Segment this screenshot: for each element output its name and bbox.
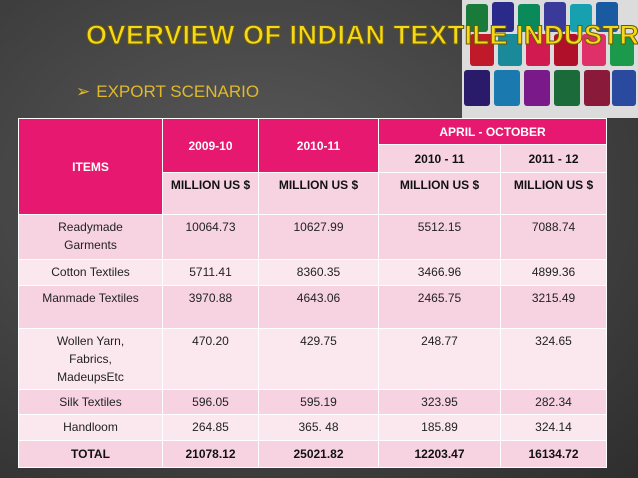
item-cell: Readymade Garments bbox=[18, 214, 163, 260]
value-cell: 10064.73 bbox=[162, 214, 259, 260]
value-cell: 3215.49 bbox=[499, 285, 608, 329]
value-cell: 25021.82 bbox=[258, 440, 379, 468]
value-cell: 4899.36 bbox=[499, 259, 608, 286]
unit-header: MILLION US $ bbox=[378, 172, 501, 215]
table-row: Manmade Textiles 3970.88 4643.06 2465.75 321… bbox=[18, 285, 608, 329]
value-cell: 595.19 bbox=[258, 389, 379, 415]
value-cell: 324.65 bbox=[499, 328, 608, 390]
bullet-item: ➢ EXPORT SCENARIO bbox=[76, 82, 259, 102]
item-cell: Cotton Textiles bbox=[18, 259, 163, 286]
value-cell: 185.89 bbox=[378, 414, 501, 441]
value-cell: 470.20 bbox=[162, 328, 259, 390]
table-row: Handloom 264.85 365. 48 185.89 324.14 bbox=[18, 414, 608, 441]
value-cell: 323.95 bbox=[378, 389, 501, 415]
value-cell: 429.75 bbox=[258, 328, 379, 390]
value-cell: 4643.06 bbox=[258, 285, 379, 329]
value-cell: 2465.75 bbox=[378, 285, 501, 329]
value-cell: 5512.15 bbox=[378, 214, 501, 260]
period-group-header: APRIL - OCTOBER bbox=[377, 118, 608, 145]
value-cell: 21078.12 bbox=[162, 440, 259, 468]
table-row: Silk Textiles 596.05 595.19 323.95 282.34 bbox=[18, 389, 608, 415]
value-cell: 596.05 bbox=[162, 389, 259, 415]
unit-header: MILLION US $ bbox=[258, 172, 379, 215]
value-cell: 3466.96 bbox=[378, 259, 501, 286]
value-cell: 365. 48 bbox=[258, 414, 379, 441]
value-cell: 3970.88 bbox=[162, 285, 259, 329]
year-header: 2009-10 bbox=[162, 118, 259, 173]
table-row: Cotton Textiles 5711.41 8360.35 3466.96 4899… bbox=[18, 259, 608, 286]
value-cell: 248.77 bbox=[378, 328, 501, 390]
item-cell: Handloom bbox=[18, 414, 163, 441]
value-cell: 282.34 bbox=[499, 389, 608, 415]
value-cell: 264.85 bbox=[162, 414, 259, 441]
bullet-icon: ➢ bbox=[76, 82, 91, 101]
unit-header: MILLION US $ bbox=[499, 172, 608, 215]
table-body: Readymade Garments 10064.73 10627.99 5512.1… bbox=[18, 214, 608, 468]
item-cell: Wollen Yarn, Fabrics, MadeupsEtc bbox=[18, 328, 163, 390]
table-row: Readymade Garments 10064.73 10627.99 5512.1… bbox=[18, 214, 608, 260]
slide-title: OVERVIEW OF INDIAN TEXTILE INDUSTRY bbox=[85, 20, 638, 51]
value-cell: 12203.47 bbox=[378, 440, 501, 468]
value-cell: 7088.74 bbox=[499, 214, 608, 260]
export-table: ITEMS 2009-10 2010-11 APRIL - OCTOBER 20… bbox=[18, 118, 608, 468]
thread-spools-image bbox=[462, 0, 638, 118]
year-header: 2011 - 12 bbox=[499, 144, 608, 173]
unit-header: MILLION US $ bbox=[162, 172, 259, 215]
value-cell: 8360.35 bbox=[258, 259, 379, 286]
value-cell: 16134.72 bbox=[499, 440, 608, 468]
item-cell: Manmade Textiles bbox=[18, 285, 163, 329]
items-header: ITEMS bbox=[18, 118, 163, 215]
bullet-text: EXPORT SCENARIO bbox=[96, 82, 260, 101]
item-cell: Silk Textiles bbox=[18, 389, 163, 415]
item-cell: TOTAL bbox=[18, 440, 163, 468]
table-row: Wollen Yarn, Fabrics, MadeupsEtc 470.20 42… bbox=[18, 328, 608, 390]
year-header: 2010-11 bbox=[258, 118, 379, 173]
value-cell: 5711.41 bbox=[162, 259, 259, 286]
value-cell: 10627.99 bbox=[258, 214, 379, 260]
value-cell: 324.14 bbox=[499, 414, 608, 441]
table-row: TOTAL 21078.12 25021.82 12203.47 16134.72 bbox=[18, 440, 608, 468]
year-header: 2010 - 11 bbox=[378, 144, 501, 173]
